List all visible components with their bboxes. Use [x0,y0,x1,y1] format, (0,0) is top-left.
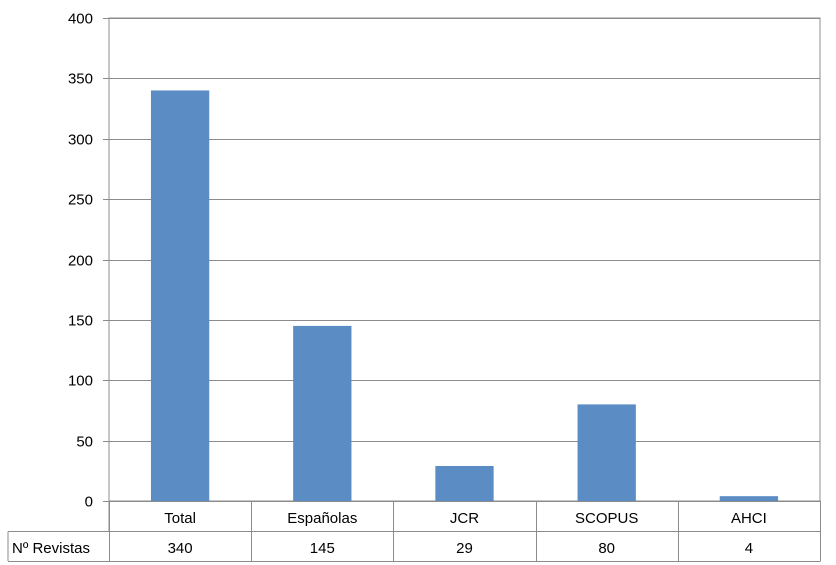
bar-total [150,90,210,501]
gridlines [108,17,821,502]
data-table: Total Españolas JCR SCOPUS AHCI Nº Revistas 34… [7,501,821,562]
x-category-label: Españolas [287,510,357,527]
x-category-label: JCR [450,510,479,527]
table-value-cell: 80 [598,540,615,557]
y-tick-label: 150 [68,313,93,330]
y-tick-label: 250 [68,192,93,209]
x-category-label: SCOPUS [575,510,638,527]
y-tick-label: 300 [68,132,93,149]
y-tick-label: 0 [85,494,93,511]
table-value-cell: 29 [456,540,473,557]
y-tick-label: 200 [68,253,93,270]
bar-españolas [293,325,352,501]
bar-ahci [719,496,779,501]
table-value-cell: 145 [310,540,335,557]
y-tick-label: 350 [68,71,93,88]
x-category-label: Total [164,510,196,527]
y-tick-label: 100 [68,373,93,390]
table-row-label: Nº Revistas [12,540,90,557]
y-tick-label: 50 [76,434,93,451]
table-value-cell: 340 [168,540,193,557]
y-axis: 0 50 100 150 200 250 300 350 400 [68,11,109,511]
y-tick-label: 400 [68,11,93,28]
table-value-cell: 4 [745,540,753,557]
bars [150,90,779,501]
x-category-label: AHCI [731,510,767,527]
plot-area-border [108,17,821,502]
bar-jcr [435,465,494,501]
bar-scopus [577,404,636,501]
